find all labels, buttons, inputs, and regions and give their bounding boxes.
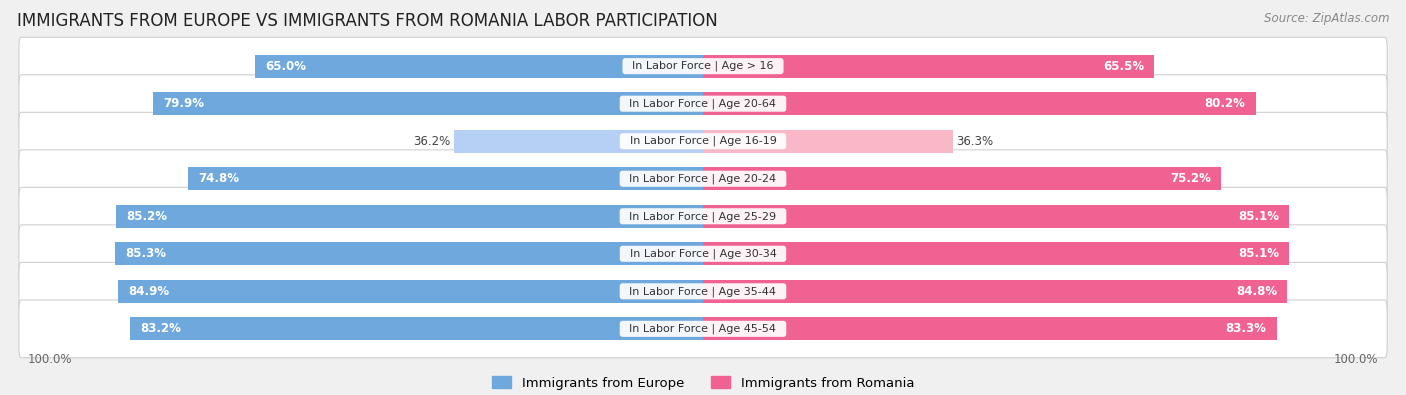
Bar [703, 130, 953, 153]
Text: In Labor Force | Age 35-44: In Labor Force | Age 35-44 [623, 286, 783, 297]
Bar [703, 55, 1154, 78]
Text: In Labor Force | Age 45-54: In Labor Force | Age 45-54 [623, 324, 783, 334]
FancyBboxPatch shape [18, 150, 1388, 208]
Text: 84.8%: 84.8% [1236, 285, 1277, 298]
Text: In Labor Force | Age 20-24: In Labor Force | Age 20-24 [623, 173, 783, 184]
FancyBboxPatch shape [18, 112, 1388, 170]
Bar [129, 317, 703, 340]
Text: In Labor Force | Age 20-64: In Labor Force | Age 20-64 [623, 98, 783, 109]
Text: 84.9%: 84.9% [128, 285, 170, 298]
Text: 36.2%: 36.2% [413, 135, 450, 148]
Text: In Labor Force | Age 30-34: In Labor Force | Age 30-34 [623, 248, 783, 259]
Text: In Labor Force | Age 16-19: In Labor Force | Age 16-19 [623, 136, 783, 147]
Text: 85.1%: 85.1% [1237, 247, 1279, 260]
Bar [117, 205, 703, 228]
Text: Source: ZipAtlas.com: Source: ZipAtlas.com [1264, 12, 1389, 25]
Text: 65.0%: 65.0% [266, 60, 307, 73]
FancyBboxPatch shape [18, 300, 1388, 358]
Text: 65.5%: 65.5% [1102, 60, 1144, 73]
Text: 80.2%: 80.2% [1205, 97, 1246, 110]
Text: 85.1%: 85.1% [1237, 210, 1279, 223]
Bar [703, 317, 1277, 340]
Bar [703, 242, 1289, 265]
Text: 100.0%: 100.0% [28, 353, 72, 366]
Text: IMMIGRANTS FROM EUROPE VS IMMIGRANTS FROM ROMANIA LABOR PARTICIPATION: IMMIGRANTS FROM EUROPE VS IMMIGRANTS FRO… [17, 12, 717, 30]
Bar [118, 280, 703, 303]
Text: 36.3%: 36.3% [956, 135, 994, 148]
Text: 85.2%: 85.2% [127, 210, 167, 223]
Bar [703, 92, 1256, 115]
Bar [703, 167, 1220, 190]
Text: 74.8%: 74.8% [198, 172, 239, 185]
Text: 83.2%: 83.2% [141, 322, 181, 335]
Bar [703, 280, 1288, 303]
Bar [152, 92, 703, 115]
Legend: Immigrants from Europe, Immigrants from Romania: Immigrants from Europe, Immigrants from … [486, 371, 920, 395]
FancyBboxPatch shape [18, 37, 1388, 95]
FancyBboxPatch shape [18, 225, 1388, 283]
Text: 85.3%: 85.3% [125, 247, 167, 260]
FancyBboxPatch shape [18, 75, 1388, 133]
Bar [115, 242, 703, 265]
Bar [254, 55, 703, 78]
FancyBboxPatch shape [18, 262, 1388, 320]
Bar [187, 167, 703, 190]
Text: 83.3%: 83.3% [1226, 322, 1267, 335]
FancyBboxPatch shape [18, 187, 1388, 245]
Text: In Labor Force | Age > 16: In Labor Force | Age > 16 [626, 61, 780, 71]
Text: 79.9%: 79.9% [163, 97, 204, 110]
Text: 75.2%: 75.2% [1170, 172, 1211, 185]
Text: In Labor Force | Age 25-29: In Labor Force | Age 25-29 [623, 211, 783, 222]
Bar [454, 130, 703, 153]
Text: 100.0%: 100.0% [1334, 353, 1378, 366]
Bar [703, 205, 1289, 228]
